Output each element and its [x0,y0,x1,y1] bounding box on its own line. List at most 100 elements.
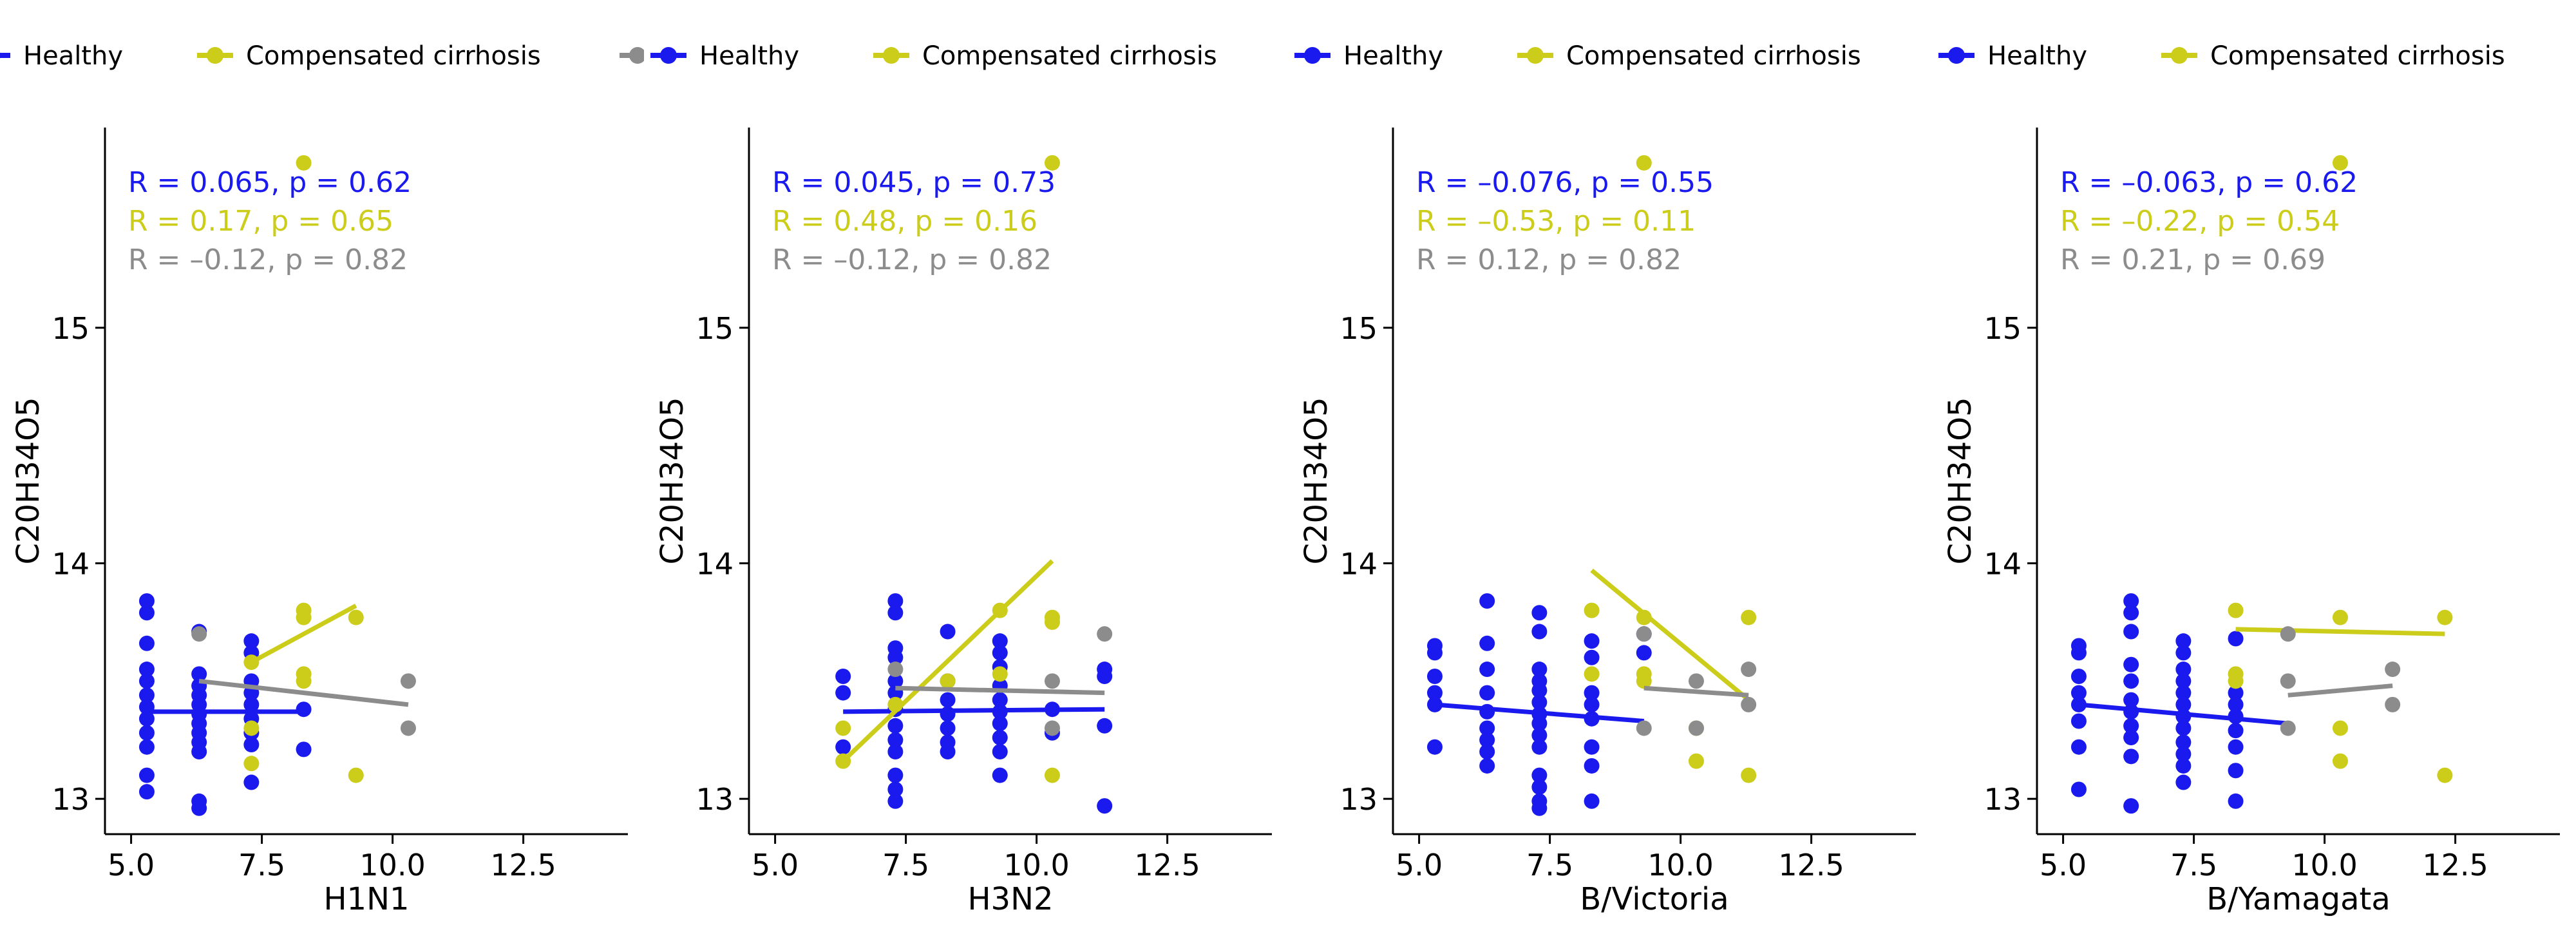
y-tick-label: 13 [696,782,734,817]
data-point [1688,720,1704,736]
correlation-label: R = 0.48, p = 0.16 [772,205,1037,238]
data-point [1479,635,1495,651]
y-tick-label: 14 [1984,546,2022,581]
legend-title: condition [496,35,645,73]
data-point [2228,763,2244,779]
data-point [191,626,207,642]
data-point [138,767,155,783]
legend-label-1: Compensated cirrhosis [1566,41,1861,71]
data-point [1479,732,1495,748]
legend-label-0: Healthy [23,41,123,71]
data-point [1044,767,1060,783]
regression-line [198,678,409,707]
data-point [243,633,260,649]
data-point [2123,798,2139,814]
data-point [2280,673,2296,689]
legend-title: condition [1784,35,1933,73]
data-point [191,744,207,760]
y-tick-label: 13 [1340,782,1378,817]
data-point [2175,734,2192,750]
data-point [2070,685,2087,701]
data-point [835,753,851,769]
data-point [1097,798,1113,814]
data-point [887,649,904,665]
data-point [2437,609,2453,625]
data-point [1741,767,1757,783]
y-tick-label: 14 [52,546,90,581]
data-point [2228,631,2244,647]
data-point [835,739,851,755]
y-tick-label: 13 [1984,782,2022,817]
data-point [1636,155,1652,171]
data-point [1531,800,1548,816]
legend-1: Healthy Compensated cirrhosis Decompensate… [0,41,644,71]
data-point [1044,155,1060,171]
data-point [992,633,1008,649]
data-point [2070,781,2087,797]
data-point [887,767,904,783]
data-point [1584,685,1600,701]
legend-label-0: Healthy [1987,41,2087,71]
data-point [1044,701,1060,718]
data-point [887,781,904,797]
regression-line [895,685,1105,696]
y-tick-label: 15 [696,311,734,346]
data-point [2175,746,2192,762]
data-point [1636,645,1652,661]
data-point [2228,673,2244,689]
data-point [2175,673,2192,689]
data-point [2123,673,2139,689]
data-point [138,784,155,800]
data-point [2385,662,2401,678]
correlation-label: R = –0.12, p = 0.82 [772,243,1052,276]
data-point [1531,739,1548,755]
y-axis-title: C20H34O5 [1298,397,1334,564]
data-point [992,666,1008,682]
correlation-label: R = –0.076, p = 0.55 [1416,166,1714,199]
x-tick-label: 12.5 [2422,848,2488,882]
data-point [2385,696,2401,712]
data-point [2332,753,2348,769]
correlation-label: R = –0.53, p = 0.11 [1416,205,1696,238]
data-point [2123,703,2139,720]
x-tick-label: 7.5 [238,848,285,882]
x-axis-title: H3N2 [967,881,1053,917]
data-point [1531,624,1548,640]
x-tick-label: 5.0 [108,848,155,882]
x-tick-label: 10.0 [359,848,425,882]
data-point [835,685,851,701]
data-point [138,739,155,755]
series-1 [1584,155,1757,783]
data-point [2228,723,2244,739]
data-point [243,756,260,772]
data-point [2280,626,2296,642]
regression-line [1643,685,1749,698]
data-point [940,720,956,736]
data-point [1584,633,1600,649]
x-tick-label: 5.0 [752,848,799,882]
data-point [1044,614,1060,630]
data-point [296,609,312,625]
data-point [887,662,904,678]
data-point [1426,669,1443,685]
data-point [2332,609,2348,625]
data-point [887,673,904,689]
data-point [2070,645,2087,661]
data-point [887,744,904,760]
data-point [1636,626,1652,642]
data-point [2228,685,2244,701]
data-point [2228,709,2244,725]
data-point [1097,669,1113,685]
data-point [1584,696,1600,712]
data-point [887,732,904,748]
data-point [400,720,416,736]
data-point [2228,739,2244,755]
data-point [2175,696,2192,712]
data-point [2123,605,2139,621]
data-point [138,687,155,703]
data-point [2070,739,2087,755]
data-point [992,716,1008,732]
data-point [296,673,312,689]
